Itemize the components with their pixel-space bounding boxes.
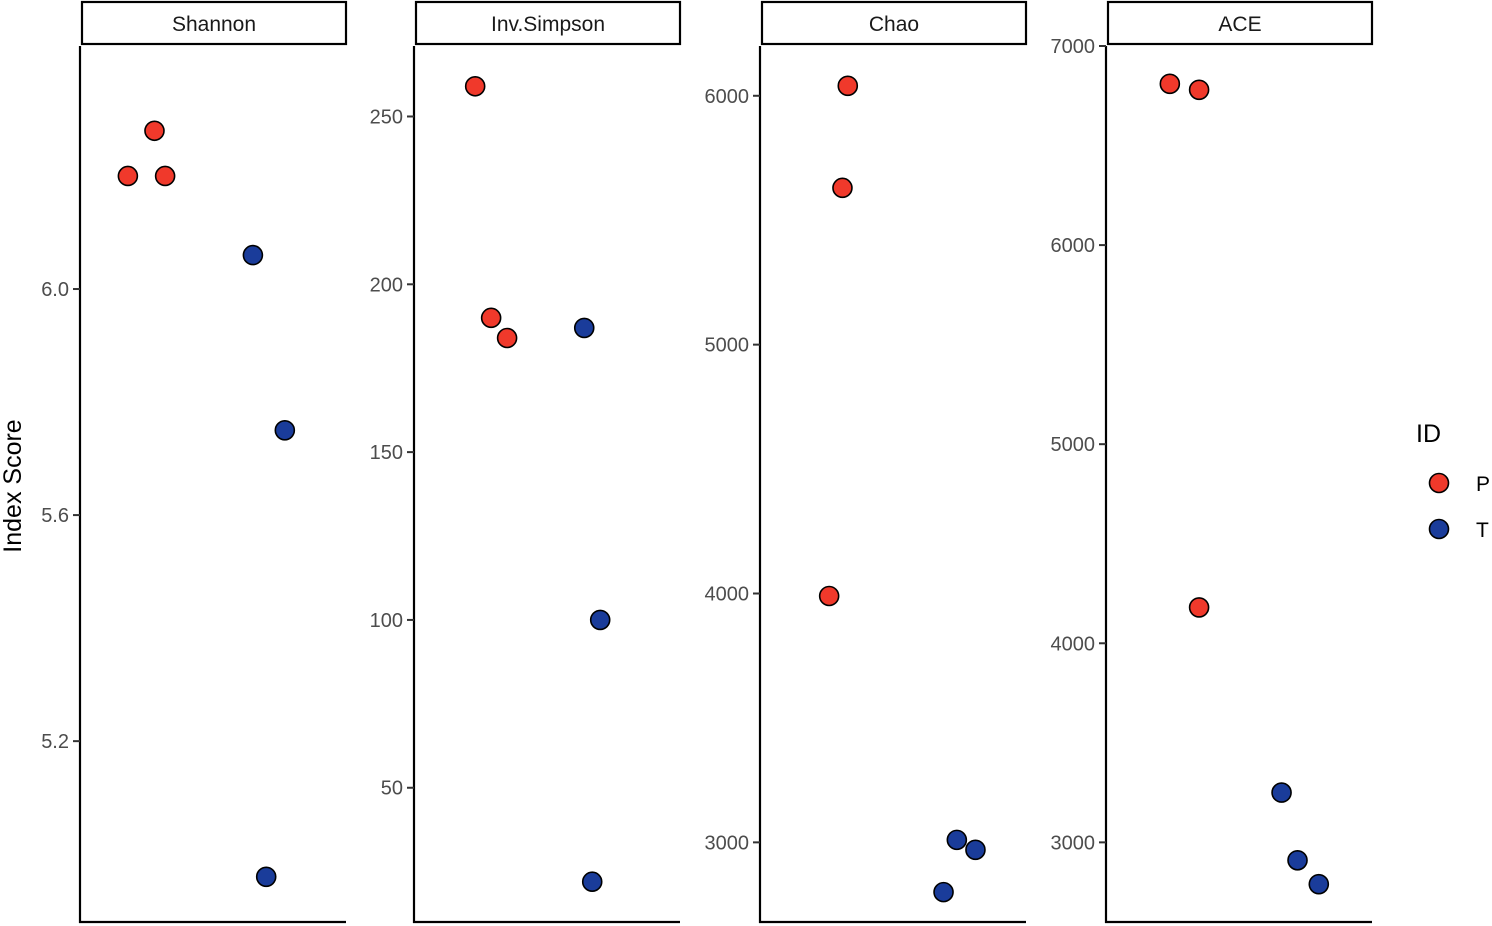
legend-label: P — [1476, 473, 1490, 496]
y-tick-label: 4000 — [1051, 633, 1096, 655]
data-point-p — [837, 75, 859, 97]
data-point-t — [946, 829, 968, 851]
data-point-p — [154, 165, 176, 187]
data-point-p — [144, 120, 165, 142]
data-point-p — [832, 177, 853, 199]
data-point-p — [496, 327, 518, 349]
data-point-p — [1188, 597, 1210, 618]
strip-label: Chao — [869, 13, 919, 36]
facet-chao: Chao 3000 4000 5000 6000 — [705, 0, 1028, 924]
legend-label: T — [1476, 519, 1489, 542]
facet-inv-simpson: Inv.Simpson 50 100 150 200 250 — [370, 0, 682, 924]
legend-key-p — [1428, 472, 1450, 494]
y-tick-label: 150 — [370, 442, 403, 464]
data-point-t — [933, 881, 954, 903]
legend-title: ID — [1416, 420, 1441, 448]
strip-label: Inv.Simpson — [491, 13, 605, 36]
data-point-p — [480, 307, 502, 329]
strip-box — [1106, 0, 1374, 46]
data-point-t — [255, 866, 277, 888]
y-tick-label: 5000 — [705, 335, 750, 357]
strip-box — [760, 0, 1028, 46]
strip-label: Shannon — [172, 13, 256, 36]
y-tick-label: 4000 — [705, 584, 750, 606]
y-tick-label: 7000 — [1051, 36, 1096, 58]
data-point-p — [1159, 73, 1181, 95]
y-tick-label: 3000 — [1051, 832, 1096, 854]
strip-box — [414, 0, 682, 46]
data-point-t — [573, 317, 595, 339]
data-point-t — [242, 244, 264, 266]
data-point-t — [1271, 782, 1292, 803]
data-point-t — [589, 609, 611, 631]
y-tick-label: 200 — [370, 274, 403, 296]
y-tick-label: 100 — [370, 610, 403, 632]
strip-label: ACE — [1218, 13, 1261, 36]
data-point-t — [581, 871, 603, 893]
data-point-p — [1188, 79, 1210, 101]
data-point-p — [117, 165, 139, 187]
legend-key-t — [1428, 518, 1450, 540]
y-axis-title: Index Score — [0, 419, 27, 552]
data-point-t — [1287, 849, 1308, 871]
data-point-t — [1308, 873, 1330, 895]
data-point-t — [965, 839, 986, 861]
y-tick-label: 5.2 — [41, 731, 69, 753]
y-tick-label: 6000 — [705, 86, 750, 108]
legend-items: PT — [1428, 472, 1490, 542]
data-point-p — [818, 585, 840, 607]
facet-ace: ACE 3000 4000 5000 6000 7000 — [1051, 0, 1374, 924]
legend: ID PT — [1416, 420, 1490, 542]
data-point-t — [274, 420, 296, 441]
y-tick-label: 250 — [370, 106, 403, 128]
data-point-p — [464, 75, 486, 97]
y-tick-label: 50 — [381, 778, 403, 800]
strip-box — [80, 0, 348, 46]
y-tick-label: 6.0 — [41, 279, 69, 301]
facet-panels: Shannon 5.2 5.6 6.0 Inv.Simpson 50 100 150 200 25… — [41, 0, 1374, 924]
y-tick-label: 5.6 — [41, 505, 69, 527]
y-tick-label: 5000 — [1051, 434, 1096, 456]
y-tick-label: 6000 — [1051, 235, 1096, 257]
y-tick-label: 3000 — [705, 832, 750, 854]
facet-shannon: Shannon 5.2 5.6 6.0 — [41, 0, 348, 924]
